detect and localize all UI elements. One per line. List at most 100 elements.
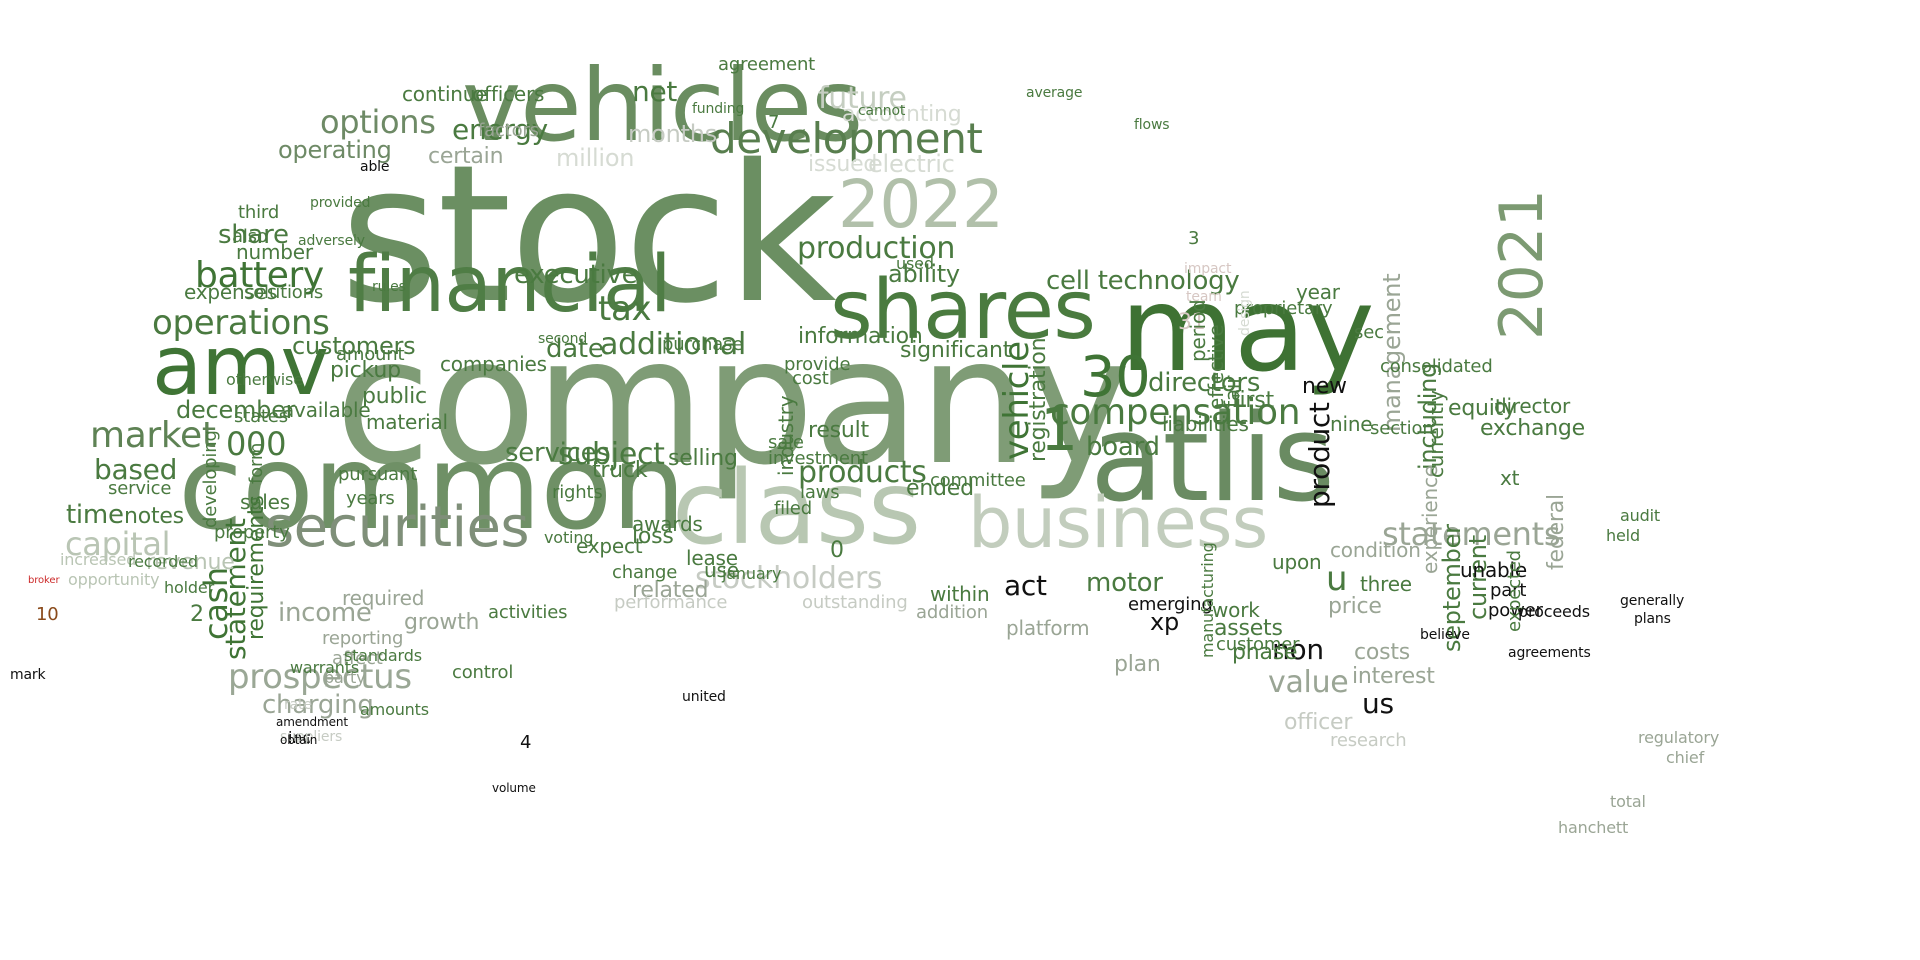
word-committee: committee <box>930 470 1026 491</box>
word-electric: electric <box>868 150 955 178</box>
word-1: 1 <box>1040 395 1078 465</box>
word-company: company <box>335 301 1131 504</box>
word-30: 30 <box>1080 345 1151 410</box>
word-states: states <box>234 406 288 427</box>
word-outstanding: outstanding <box>802 592 908 613</box>
word-three: three <box>1360 572 1412 596</box>
word-first: first <box>1232 388 1274 413</box>
word-hanchett: hanchett <box>1558 818 1629 837</box>
word-selling: selling <box>668 446 738 471</box>
word-upon: upon <box>1272 550 1322 574</box>
word-platform: platform <box>1006 616 1090 640</box>
word-pursuant: pursuant <box>338 464 418 485</box>
word-notes: notes <box>124 504 184 529</box>
word-significant: significant <box>900 338 1012 363</box>
word-warrants: warrants <box>290 658 360 677</box>
word-date: date <box>546 334 604 364</box>
word-accounting: accounting <box>842 102 962 127</box>
word-use: use <box>704 558 739 582</box>
word-million: million <box>556 144 635 172</box>
word-growth: growth <box>404 610 480 635</box>
word-ended: ended <box>906 476 974 501</box>
word-board: board <box>1086 432 1160 462</box>
word-impact: impact <box>1184 261 1232 277</box>
word-funding: funding <box>692 101 745 117</box>
word-information: information <box>798 324 923 349</box>
word-31: 31 <box>1178 310 1206 335</box>
word-condition: condition <box>1330 538 1421 562</box>
word-laws: laws <box>800 482 840 503</box>
word-7: 7 <box>768 112 780 133</box>
word-additional: additional <box>600 327 746 362</box>
word-manufacturing: manufacturing <box>1198 542 1217 658</box>
word-held: held <box>1606 526 1640 545</box>
word-currently: currently <box>1424 390 1448 478</box>
word-affect: affect <box>332 648 383 669</box>
word-unable: unable <box>1460 558 1527 582</box>
word-service: service <box>108 478 172 499</box>
word-part: part <box>1490 580 1527 601</box>
word-rights: rights <box>552 482 603 503</box>
word-management: management <box>1378 273 1406 432</box>
word-plans: plans <box>1634 611 1671 627</box>
word-atlis: atlis <box>1090 390 1335 529</box>
word-time: time <box>66 500 124 530</box>
word-000: 000 <box>226 425 287 463</box>
word-shares: shares <box>830 263 1096 358</box>
word-act: act <box>1004 569 1047 602</box>
word-tax: tax <box>598 289 652 329</box>
word-sec: sec <box>1354 322 1384 343</box>
word-exchange: exchange <box>1480 416 1585 441</box>
word-revenue: revenue <box>146 550 235 575</box>
word-december: december <box>176 396 296 424</box>
word-customer: customer <box>1216 634 1300 655</box>
word-loss: loss <box>632 524 674 549</box>
word-volume: volume <box>492 781 536 795</box>
word-directors: directors <box>1148 368 1261 398</box>
word-experience: experience <box>1418 465 1442 574</box>
word-interest: interest <box>1352 664 1435 689</box>
word-securities: securities <box>265 495 530 560</box>
word-provided: provided <box>310 195 371 211</box>
word-second: second <box>538 331 588 347</box>
word-stock: stock <box>340 124 837 345</box>
word-costs: costs <box>1354 640 1411 665</box>
word-prospectus: prospectus <box>228 657 412 697</box>
word-section: section <box>1370 418 1434 439</box>
word-filed: filed <box>774 498 812 519</box>
word-development: development <box>710 114 983 163</box>
word-companies: companies <box>440 352 547 376</box>
word-charging: charging <box>262 690 374 720</box>
word-party: party <box>324 668 366 687</box>
word-increased: increased <box>60 550 137 569</box>
word-believe: believe <box>1420 627 1470 643</box>
word-recorded: recorded <box>128 552 198 571</box>
word-proprietary: proprietary <box>1234 298 1333 319</box>
word-addition: addition <box>916 602 988 623</box>
word-class: class <box>672 449 921 568</box>
word-ability: ability <box>888 260 960 288</box>
word-regulatory: regulatory <box>1638 728 1720 747</box>
word-continue: continue <box>402 82 488 106</box>
word-factors: factors <box>478 120 539 141</box>
word-value: value <box>1268 665 1349 700</box>
word-xp: xp <box>1150 608 1179 636</box>
word-control: control <box>452 662 514 683</box>
word-certain: certain <box>428 144 504 169</box>
word-net: net <box>632 75 678 108</box>
word-expenses: expenses <box>184 280 278 304</box>
word-team: team <box>1186 289 1222 305</box>
word-agreement: agreement <box>718 54 816 75</box>
word-inc: inc <box>288 728 311 747</box>
word-amount: amount <box>336 344 405 365</box>
word-property: property <box>214 522 290 543</box>
word-related: related <box>632 578 709 603</box>
word-4: 4 <box>520 732 532 753</box>
word-solutions: solutions <box>244 282 324 303</box>
word-2021: 2021 <box>1487 189 1557 340</box>
word-plan: plan <box>1114 652 1161 677</box>
word-expect: expect <box>576 534 643 558</box>
word-products: products <box>798 455 927 490</box>
word-business: business <box>968 482 1268 564</box>
word-able: able <box>360 159 390 175</box>
